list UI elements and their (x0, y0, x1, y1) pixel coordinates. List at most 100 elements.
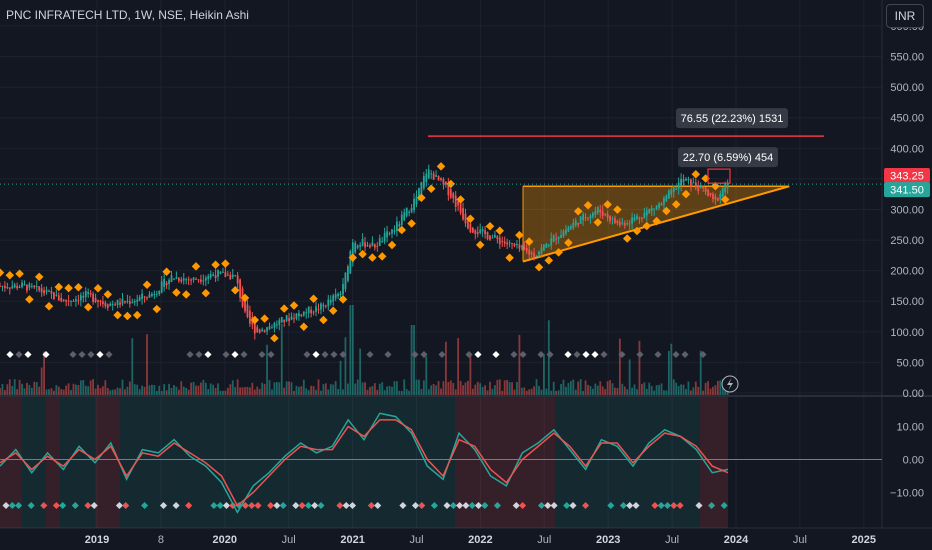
volume-bar (498, 379, 501, 395)
signal-diamond (221, 259, 230, 268)
candle-body (550, 238, 553, 246)
volume-bar (663, 390, 665, 395)
volume-bar (489, 381, 491, 395)
volume-bar (200, 382, 202, 395)
volume-bar (560, 384, 562, 395)
volume-bar (506, 379, 509, 395)
volume-bar (298, 386, 300, 395)
candle-body (322, 304, 325, 307)
oscillator-diamond (695, 501, 703, 510)
volume-bar (584, 380, 587, 395)
candle-body (271, 327, 273, 329)
overlay: 76.55 (22.23%) 1531 22.70 (6.59%) 454 343.… (676, 108, 930, 393)
volume-bar (128, 381, 131, 395)
event-diamond (420, 350, 428, 359)
volume-bar (667, 351, 670, 395)
candle-body (99, 300, 102, 303)
oscillator-diamond (462, 501, 470, 510)
candle-body (567, 227, 570, 232)
volume-bar (273, 382, 276, 395)
event-diamond (573, 350, 581, 359)
volume-bar (643, 382, 646, 395)
event-diamond (672, 350, 680, 359)
candle-body (138, 297, 141, 301)
candle-body (667, 190, 670, 199)
signal-diamond (191, 262, 201, 271)
candle-body (280, 316, 283, 323)
volume-bar (307, 390, 310, 395)
candle-body (236, 275, 239, 284)
volume-bar (567, 382, 570, 395)
volume-bar (704, 382, 707, 395)
event-diamond (492, 350, 500, 359)
volume-bar (699, 350, 702, 395)
event-diamond (582, 350, 590, 359)
candle-body (621, 222, 624, 224)
candle-body (226, 274, 229, 276)
candle-body (484, 230, 486, 234)
signal-diamond (5, 271, 15, 280)
candle-body (415, 196, 418, 205)
signal-diamond (397, 225, 407, 235)
volume-bar (290, 382, 293, 395)
candle-body (690, 179, 692, 187)
event-diamond (564, 350, 572, 359)
candle-body (714, 196, 717, 200)
candle-body (102, 301, 104, 304)
volume-bar (562, 379, 565, 395)
candle-body (72, 300, 75, 302)
volume-bar (596, 385, 599, 395)
volume-bar (33, 381, 36, 395)
oscillator-diamond (456, 501, 464, 510)
event-diamond (618, 350, 626, 359)
volume-bar (569, 380, 572, 395)
volume-bar (447, 381, 450, 395)
volume-bar (658, 384, 660, 395)
volume-bar (104, 380, 107, 395)
candle-body (476, 232, 479, 234)
volume-bar (332, 384, 335, 395)
candle-body (185, 279, 188, 281)
volume-bar (604, 389, 607, 395)
currency-button[interactable]: INR (886, 4, 924, 28)
volume-bar (187, 389, 190, 395)
volume-bar (126, 386, 129, 395)
candle-body (618, 221, 621, 226)
volume-bar (163, 384, 166, 395)
candle-body (121, 298, 124, 304)
oscillator-diamond (216, 501, 224, 510)
candle-body (43, 290, 45, 294)
oscillator-diamond (519, 501, 527, 510)
signal-diamond (93, 284, 103, 293)
volume-bar (697, 386, 700, 395)
volume-bar (383, 390, 386, 395)
volume-bar (547, 320, 550, 395)
candle-body (249, 310, 251, 324)
candle-body (212, 274, 215, 276)
oscillator-bands (0, 397, 728, 528)
candle-body (425, 173, 428, 183)
signal-diamond (54, 282, 64, 292)
candle-body (26, 284, 28, 291)
candle-body (376, 245, 379, 247)
time-tick-label: 2023 (596, 534, 620, 546)
oscillator-diamond (27, 501, 35, 510)
signal-diamond (299, 322, 309, 331)
candle-body (467, 218, 469, 229)
volume-bar (204, 382, 207, 395)
signal-diamond (348, 253, 358, 262)
oscillator-diamond (720, 501, 728, 510)
candle-body (302, 311, 305, 316)
volume-bar (302, 379, 305, 395)
candle-body (334, 294, 337, 299)
signal-diamond (436, 162, 446, 171)
candle-body (339, 293, 342, 296)
volume-bar (503, 380, 506, 395)
candle-body (547, 245, 550, 247)
signal-diamond (377, 252, 387, 261)
candle-body (180, 279, 183, 282)
candle-body (229, 274, 232, 280)
candle-body (38, 286, 41, 291)
volume-bar (131, 338, 134, 395)
